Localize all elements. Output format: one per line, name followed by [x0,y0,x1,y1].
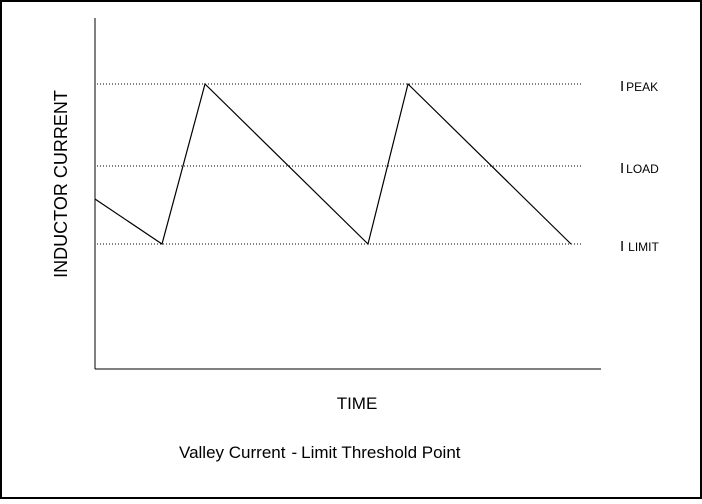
y-axis-title: INDUCTOR CURRENT [51,90,71,278]
inductor-current-waveform [94,82,572,246]
x-axis-title: TIME [337,394,378,413]
peak-level-label: I PEAK [620,78,658,95]
diagram-caption: Valley Current - Limit Threshold Point [179,443,461,462]
load-level-label: I LOAD [620,160,659,177]
limit-level-label: I LIMIT [620,238,660,255]
